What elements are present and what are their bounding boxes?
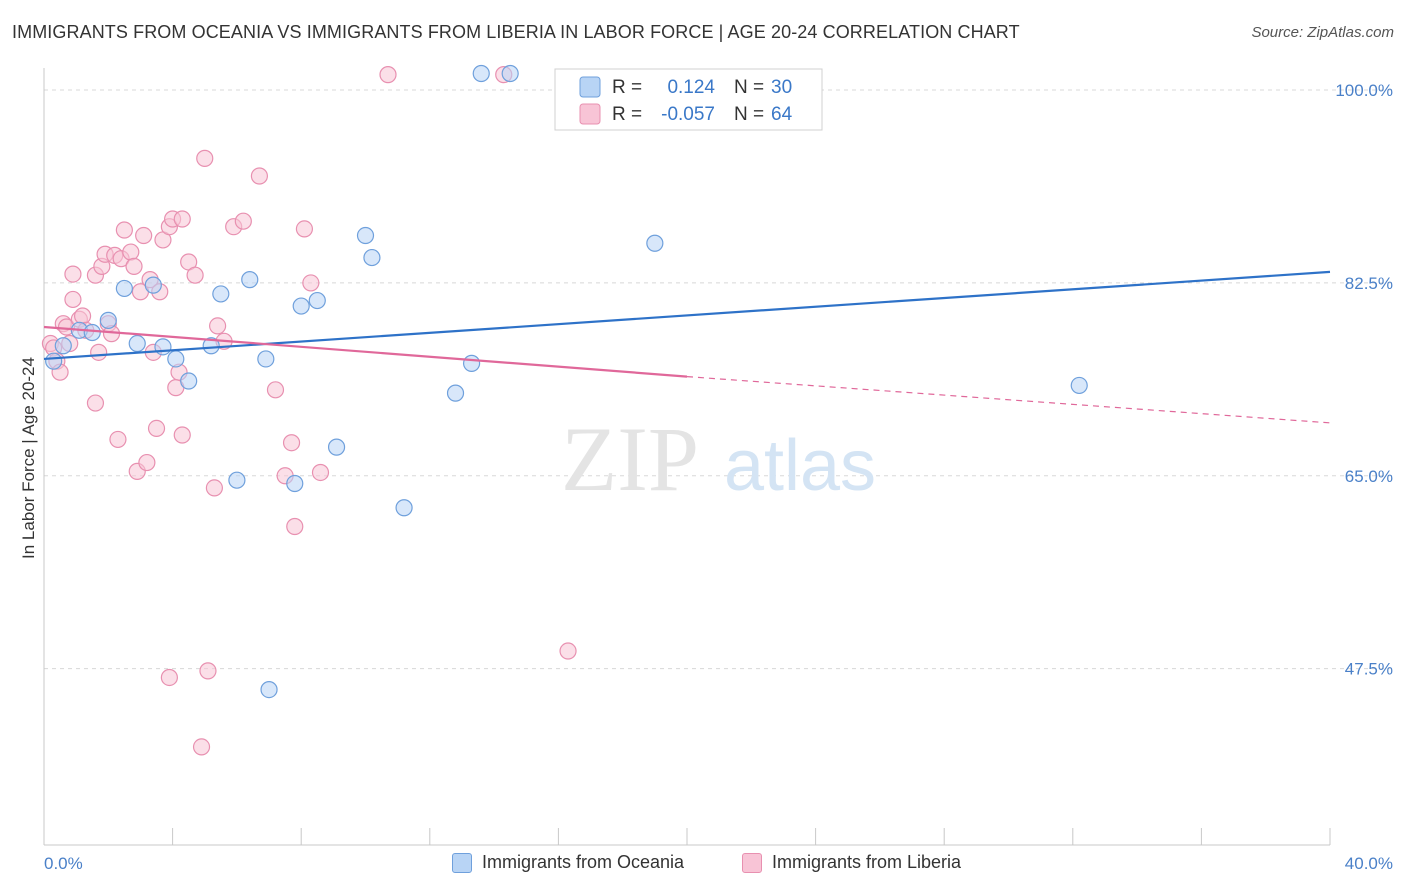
bottom-legend-liberia: Immigrants from Liberia	[742, 852, 961, 873]
point-liberia	[266, 381, 285, 399]
point-oceania	[462, 354, 481, 372]
legend-n-value-oceania: 30	[771, 77, 792, 98]
point-oceania	[228, 471, 246, 489]
point-oceania	[646, 234, 664, 252]
point-liberia	[209, 317, 227, 335]
point-oceania	[167, 350, 185, 368]
watermark: ZIP atlas	[561, 408, 876, 510]
point-liberia	[311, 463, 330, 482]
point-liberia	[90, 343, 108, 361]
point-oceania	[257, 350, 275, 368]
source-label: Source: ZipAtlas.com	[1251, 24, 1394, 41]
point-liberia	[205, 479, 223, 497]
x-tick-label: 0.0%	[44, 854, 83, 873]
point-liberia	[379, 66, 397, 84]
point-oceania	[154, 338, 172, 356]
x-tick-labels: 0.0% 40.0%	[44, 854, 1393, 873]
point-liberia	[73, 307, 92, 325]
point-oceania	[472, 64, 490, 83]
legend-swatch-liberia	[579, 103, 601, 125]
x-tick-label: 40.0%	[1345, 854, 1393, 873]
bottom-legend-label-oceania: Immigrants from Oceania	[482, 852, 685, 872]
y-tick-label: 100.0%	[1335, 81, 1393, 100]
point-liberia	[125, 257, 143, 275]
point-liberia	[192, 738, 211, 756]
point-oceania	[356, 226, 375, 245]
y-tick-label: 47.5%	[1345, 660, 1393, 679]
point-oceania	[99, 311, 117, 329]
point-oceania	[286, 474, 304, 493]
point-oceania	[115, 279, 133, 298]
point-oceania	[501, 64, 519, 83]
point-liberia	[122, 243, 140, 261]
legend-r-label-oceania: R =	[612, 77, 642, 98]
axes	[43, 68, 1331, 846]
point-liberia	[109, 430, 127, 449]
point-oceania	[327, 438, 346, 456]
legend-n-label-liberia: N =	[734, 104, 764, 125]
chart-title: IMMIGRANTS FROM OCEANIA VS IMMIGRANTS FR…	[12, 22, 1020, 42]
point-liberia	[295, 220, 314, 238]
legend-swatch-oceania	[579, 76, 601, 98]
point-oceania	[363, 248, 381, 267]
point-oceania	[1070, 376, 1088, 395]
data-points	[41, 64, 1088, 756]
watermark-zip: ZIP	[561, 408, 699, 510]
point-oceania	[54, 337, 72, 355]
point-oceania	[292, 297, 310, 315]
point-liberia	[559, 642, 577, 660]
point-liberia	[286, 517, 304, 536]
y-tick-labels: 47.5% 65.0% 82.5% 100.0%	[1335, 81, 1393, 679]
point-liberia	[302, 274, 320, 292]
legend-n-value-liberia: 64	[771, 104, 793, 125]
y-axis-title: In Labor Force | Age 20-24	[19, 357, 38, 559]
point-oceania	[260, 680, 278, 699]
grid-lines	[44, 89, 1394, 670]
bottom-legend-swatch-liberia	[742, 852, 762, 873]
point-oceania	[83, 323, 101, 342]
point-oceania	[446, 384, 465, 402]
point-oceania	[144, 276, 162, 294]
legend-r-value-oceania: 0.124	[667, 77, 715, 98]
point-liberia	[160, 668, 178, 687]
point-liberia	[234, 212, 252, 230]
watermark-atlas: atlas	[724, 426, 876, 506]
legend-n-label-oceania: N =	[734, 77, 764, 98]
point-liberia	[173, 210, 191, 228]
point-liberia	[250, 167, 269, 185]
point-liberia	[135, 226, 153, 245]
point-liberia	[86, 394, 105, 412]
point-liberia	[138, 453, 156, 472]
point-oceania	[45, 352, 63, 370]
stats-legend: R = 0.124 N = 30 R = -0.057 N = 64	[554, 68, 823, 131]
point-liberia	[199, 662, 217, 680]
point-oceania	[395, 499, 413, 517]
bottom-legend-oceania: Immigrants from Oceania	[452, 852, 684, 873]
point-oceania	[202, 337, 220, 355]
trend-lines	[43, 270, 1331, 424]
point-oceania	[180, 372, 198, 390]
point-oceania	[241, 271, 259, 289]
y-tick-label: 82.5%	[1345, 274, 1393, 293]
point-oceania	[212, 285, 230, 303]
point-liberia	[115, 221, 133, 239]
point-liberia	[282, 434, 301, 452]
trend-line-liberia	[43, 325, 688, 378]
legend-r-value-liberia: -0.057	[661, 104, 715, 125]
bottom-legend-label-liberia: Immigrants from Liberia	[772, 852, 962, 872]
point-liberia	[64, 265, 82, 283]
point-oceania	[128, 334, 146, 353]
point-liberia	[173, 426, 191, 444]
point-liberia	[196, 149, 214, 167]
legend-r-label-liberia: R =	[612, 104, 642, 125]
trend-line-oceania	[43, 270, 1331, 361]
point-liberia	[186, 266, 204, 284]
trend-line-liberia-projection	[686, 375, 1331, 424]
point-liberia	[147, 419, 166, 437]
y-tick-label: 65.0%	[1345, 467, 1393, 486]
point-oceania	[308, 291, 326, 310]
point-liberia	[64, 290, 82, 309]
bottom-legend-swatch-oceania	[452, 852, 472, 873]
